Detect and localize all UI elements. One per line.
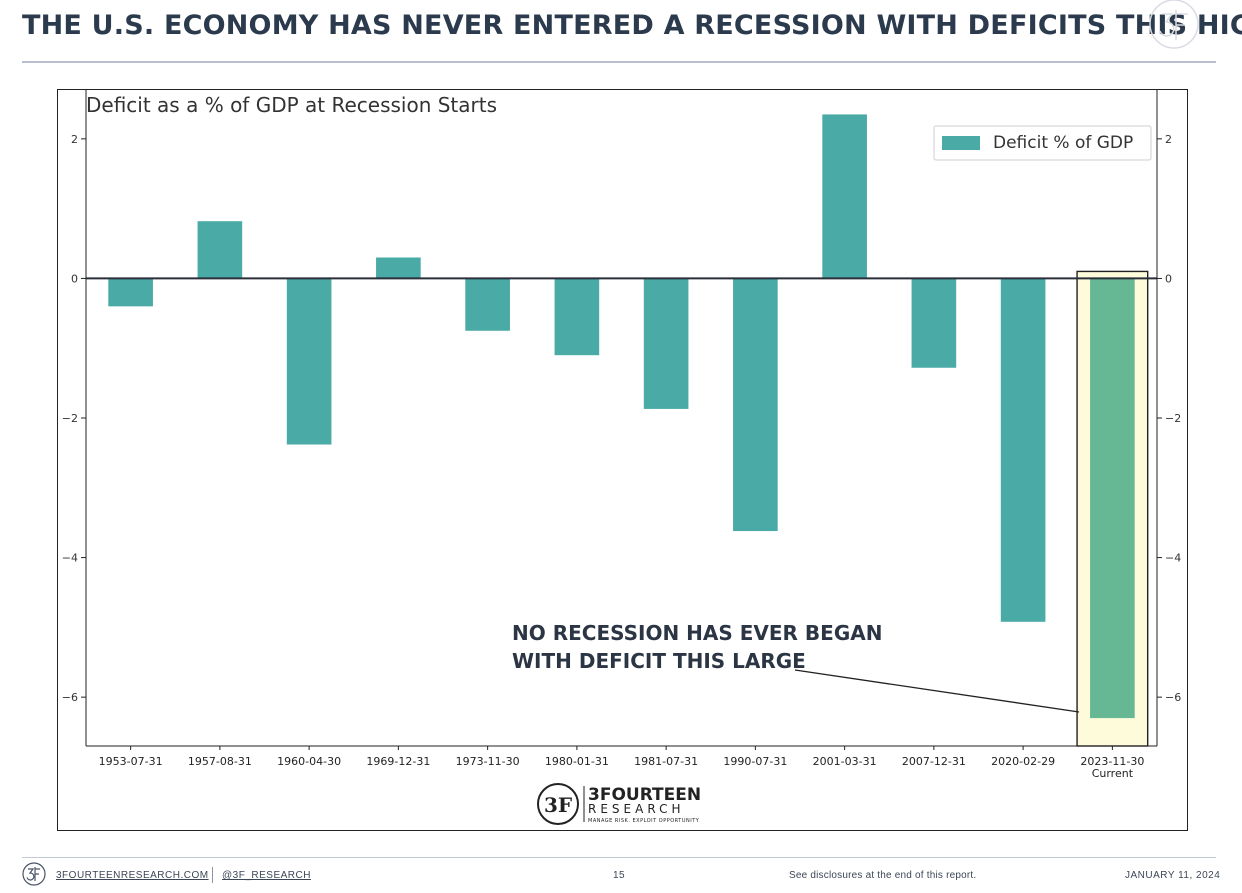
y-tick-label-left: −4 bbox=[62, 552, 78, 565]
x-tick-label: 1980-01-31 bbox=[545, 755, 609, 768]
annotation-arrow bbox=[794, 669, 1080, 713]
bar-2007-12-31 bbox=[911, 278, 957, 368]
x-tick-label: 2020-02-29 bbox=[991, 755, 1055, 768]
bar-1980-01-31 bbox=[554, 278, 600, 356]
x-tick-sublabel: Current bbox=[1092, 767, 1134, 780]
footer-divider bbox=[22, 857, 1216, 858]
header-divider bbox=[22, 61, 1216, 63]
bar-1981-07-31 bbox=[643, 278, 689, 409]
bar-2020-02-29 bbox=[1000, 278, 1046, 622]
bar-1957-08-31 bbox=[197, 221, 243, 279]
plot-area: 2 2 0 0 −2 −2 −4 −4 −6 −6 1953-07-31 1957-08-31 1960… bbox=[62, 90, 1181, 780]
brand-monogram-icon bbox=[1149, 0, 1199, 49]
chart-frame: Deficit as a % of GDP at Recession Start… bbox=[57, 89, 1188, 831]
annotation-line-1: NO RECESSION HAS EVER BEGAN bbox=[512, 621, 882, 645]
bar-1953-07-31 bbox=[108, 278, 153, 307]
y-tick-label-right: 2 bbox=[1165, 133, 1172, 146]
y-tick-label-left: 2 bbox=[71, 133, 78, 146]
page-headline: THE U.S. ECONOMY HAS NEVER ENTERED A REC… bbox=[22, 10, 1242, 41]
annotation-line-2: WITH DEFICIT THIS LARGE bbox=[512, 649, 806, 673]
y-tick-label-right: −2 bbox=[1165, 412, 1181, 425]
bar-1973-11-30 bbox=[465, 278, 510, 331]
brand-name: 3FOURTEEN bbox=[588, 785, 701, 805]
x-tick-label: 1969-12-31 bbox=[366, 755, 430, 768]
deficit-bar-chart: Deficit as a % of GDP at Recession Start… bbox=[62, 90, 1181, 825]
x-tick-label: 1960-04-30 bbox=[277, 755, 341, 768]
legend-frame bbox=[933, 125, 1152, 161]
footer-logo-icon bbox=[22, 862, 46, 886]
y-tick-label-right: −6 bbox=[1165, 691, 1181, 704]
brand-sub: RESEARCH bbox=[588, 802, 684, 816]
footer-date: JANUARY 11, 2024 bbox=[1125, 870, 1221, 881]
bar-2001-03-31 bbox=[822, 114, 867, 279]
brand-logo-monogram: 3F bbox=[544, 793, 572, 817]
brand-logo-icon bbox=[537, 783, 579, 825]
x-tick-label: 1990-07-31 bbox=[723, 755, 787, 768]
brand-tagline: MANAGE RISK. EXPLOIT OPPORTUNITY bbox=[588, 818, 700, 824]
y-tick-label-left: −6 bbox=[62, 691, 78, 704]
x-tick-label: 1957-08-31 bbox=[188, 755, 252, 768]
x-tick-label: 2001-03-31 bbox=[813, 755, 877, 768]
x-tick-label: 1981-07-31 bbox=[634, 755, 698, 768]
y-tick-label-right: −4 bbox=[1165, 552, 1181, 565]
x-tick-label: 2023-11-30 bbox=[1080, 755, 1144, 768]
brand-lockup: 3F 3FOURTEEN RESEARCH MANAGE RISK. EXPLO… bbox=[537, 783, 701, 825]
x-tick-label: 1953-07-31 bbox=[99, 755, 163, 768]
footer-separator bbox=[212, 867, 213, 883]
bar-2023-11-30 bbox=[1090, 278, 1135, 719]
footer-website-link[interactable]: 3FOURTEENRESEARCH.COM bbox=[56, 870, 209, 881]
chart-title: Deficit as a % of GDP at Recession Start… bbox=[86, 93, 497, 117]
bar-1990-07-31 bbox=[733, 278, 778, 532]
bar-1960-04-30 bbox=[286, 278, 332, 445]
bar-1969-12-31 bbox=[376, 257, 421, 279]
chart-legend: Deficit % of GDP bbox=[933, 125, 1152, 161]
x-tick-label: 1973-11-30 bbox=[456, 755, 520, 768]
page-number: 15 bbox=[613, 870, 626, 881]
y-tick-label-right: 0 bbox=[1165, 272, 1172, 285]
y-tick-label-left: −2 bbox=[62, 412, 78, 425]
chart-annotation: NO RECESSION HAS EVER BEGAN WITH DEFICIT… bbox=[512, 621, 1080, 713]
y-tick-label-left: 0 bbox=[71, 272, 78, 285]
legend-label: Deficit % of GDP bbox=[993, 133, 1133, 153]
footer-handle-link[interactable]: @3F_RESEARCH bbox=[222, 870, 311, 881]
x-tick-label: 2007-12-31 bbox=[902, 755, 966, 768]
legend-swatch bbox=[942, 136, 980, 150]
footer-disclosure: See disclosures at the end of this repor… bbox=[789, 870, 977, 881]
